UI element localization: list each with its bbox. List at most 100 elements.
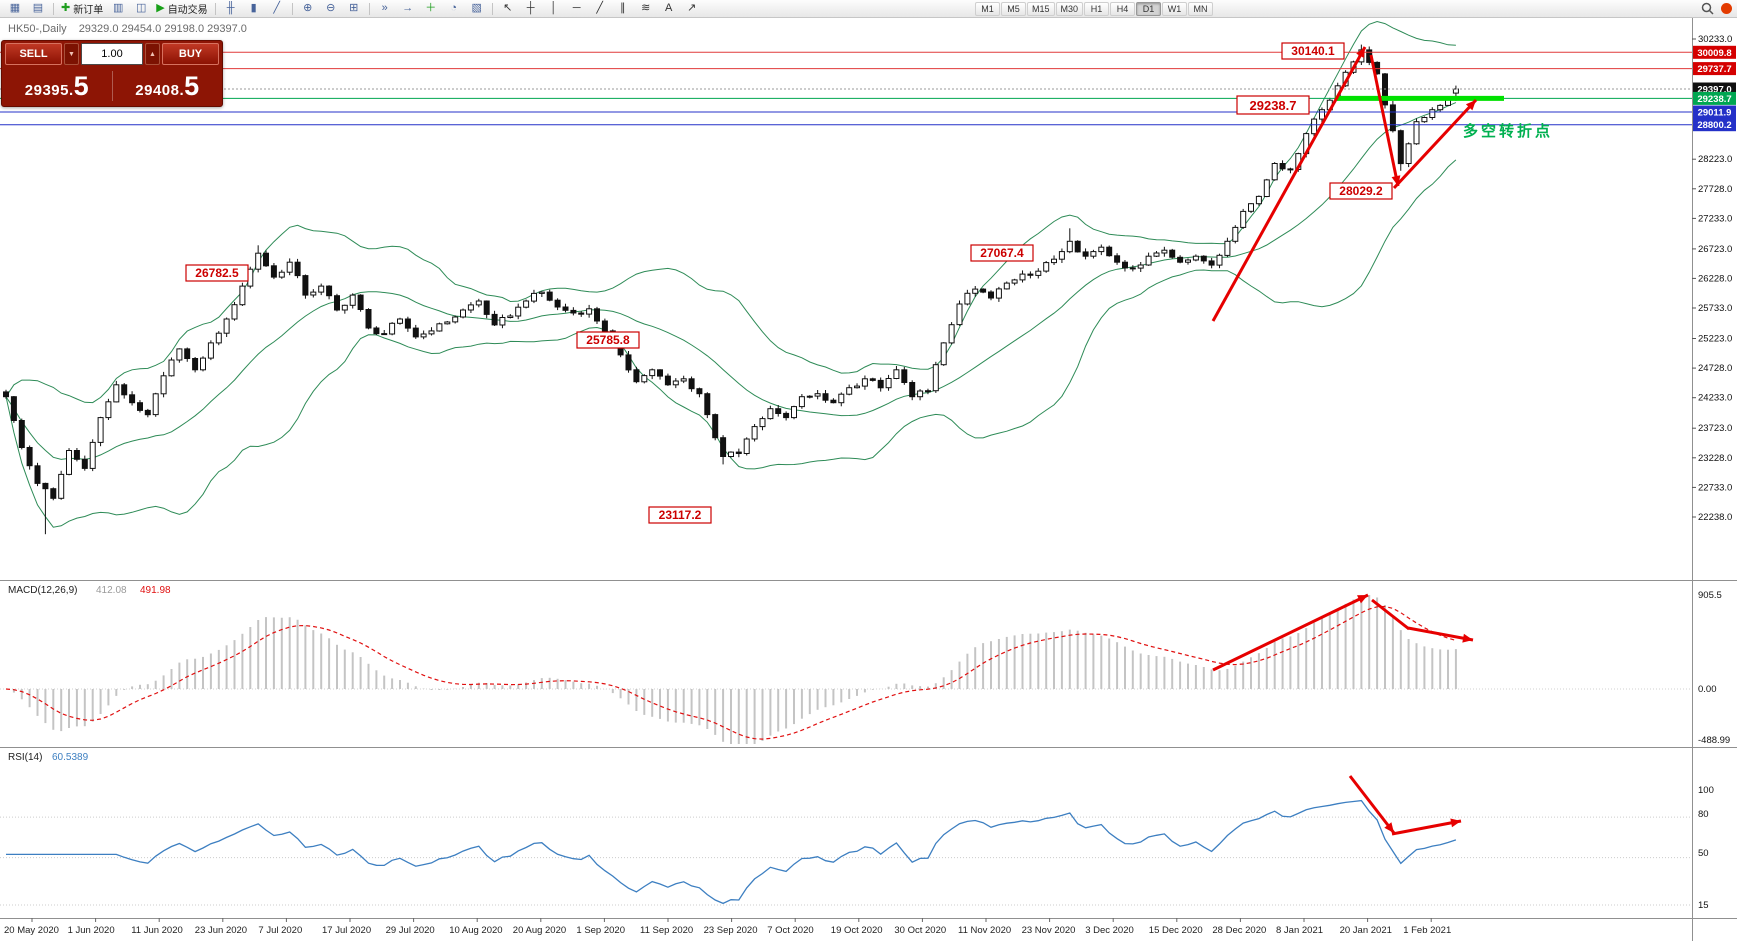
annotation-29238.7[interactable]: 29238.7: [1236, 95, 1310, 115]
text-icon[interactable]: A: [658, 0, 680, 17]
timeframe-button-m1[interactable]: M1: [975, 2, 1000, 16]
price-scale[interactable]: 30233.0 28223.0 27728.0 27233.0 26723.0 26228…: [1692, 34, 1736, 911]
arrows-icon-glyph: ↗: [687, 2, 697, 14]
svg-text:23 Jun 2020: 23 Jun 2020: [195, 925, 247, 936]
sell-price-main: 29395.: [24, 81, 74, 99]
arrows-icon[interactable]: ↗: [681, 0, 703, 17]
timeframe-button-h1[interactable]: H1: [1084, 2, 1110, 16]
annotation-27067.4[interactable]: 27067.4: [970, 244, 1034, 262]
annotation-23117.2[interactable]: 23117.2: [648, 506, 712, 524]
notification-badge[interactable]: [1721, 3, 1732, 14]
cursor-icon[interactable]: ↖: [497, 0, 519, 17]
volume-increase-button[interactable]: ▲: [145, 43, 160, 65]
svg-text:29 Jul 2020: 29 Jul 2020: [386, 925, 435, 936]
timeframe-button-m5[interactable]: M5: [1001, 2, 1026, 16]
svg-text:10 Aug 2020: 10 Aug 2020: [449, 925, 502, 936]
macd-value-main: 412.08: [96, 585, 127, 596]
channel-icon[interactable]: ∥: [612, 0, 634, 17]
periods-icon[interactable]: ◔: [443, 0, 465, 17]
panel-separators[interactable]: [0, 18, 1737, 941]
vertical-line-icon[interactable]: │: [543, 0, 565, 17]
price-chart[interactable]: 26782.5 25785.8 23117.2 27067.4 30140.1 29238…: [0, 18, 1737, 941]
zoom-out-icon[interactable]: ⊖: [320, 0, 342, 17]
timeframe-button-h4[interactable]: H4: [1110, 2, 1136, 16]
svg-text:23 Nov 2020: 23 Nov 2020: [1022, 925, 1076, 936]
svg-text:30233.0: 30233.0: [1698, 34, 1732, 45]
svg-text:20 Jan 2021: 20 Jan 2021: [1340, 925, 1392, 936]
buy-price[interactable]: 29408.5: [113, 72, 223, 100]
timeframe-button-m30[interactable]: M30: [1055, 2, 1084, 16]
indicators-icon[interactable]: ＋: [420, 0, 442, 17]
horizontal-levels[interactable]: [0, 51, 1692, 126]
annotation-25785.8[interactable]: 25785.8: [576, 331, 640, 349]
annotation-26782.5[interactable]: 26782.5: [185, 264, 249, 282]
svg-text:29737.7: 29737.7: [1697, 64, 1731, 75]
trend-arrows-rsi[interactable]: [1348, 775, 1462, 836]
annotation-28029.2[interactable]: 28029.2: [1329, 182, 1393, 200]
sell-button[interactable]: SELL: [5, 43, 62, 65]
trend-arrows-main[interactable]: [1211, 46, 1478, 322]
new-chart-icon[interactable]: ▦: [4, 0, 26, 17]
annotation-30140.1[interactable]: 30140.1: [1281, 42, 1345, 60]
market-watch-icon[interactable]: ▥: [107, 0, 129, 17]
timeframe-button-mn[interactable]: MN: [1188, 2, 1214, 16]
timeframe-button-m15[interactable]: M15: [1027, 2, 1055, 16]
tile-windows-icon[interactable]: ⊞: [343, 0, 365, 17]
sell-price-pips: 5: [73, 70, 89, 101]
svg-text:26228.0: 26228.0: [1698, 273, 1732, 284]
profiles-icon[interactable]: ▤: [27, 0, 49, 17]
svg-text:1 Feb 2021: 1 Feb 2021: [1403, 925, 1451, 936]
svg-text:1 Jun 2020: 1 Jun 2020: [68, 925, 115, 936]
bar-chart-icon[interactable]: ╫: [220, 0, 242, 17]
fibonacci-icon[interactable]: ≋: [635, 0, 657, 17]
bar-chart-icon-glyph: ╫: [226, 2, 235, 14]
templates-icon[interactable]: ▧: [466, 0, 488, 17]
new-order-button[interactable]: ✚ 新订单: [58, 0, 106, 17]
timeframe-button-d1[interactable]: D1: [1136, 2, 1162, 16]
svg-text:29238.7: 29238.7: [1697, 94, 1731, 105]
toolbar-separator: [491, 2, 493, 15]
auto-scroll-icon[interactable]: »: [374, 0, 396, 17]
svg-text:27233.0: 27233.0: [1698, 213, 1732, 224]
buy-button[interactable]: BUY: [162, 43, 219, 65]
svg-text:7 Jul 2020: 7 Jul 2020: [258, 925, 302, 936]
price-annotations[interactable]: 26782.5 25785.8 23117.2 27067.4 30140.1 29238…: [185, 42, 1393, 524]
chart-shift-icon[interactable]: →: [397, 0, 419, 17]
horizontal-line-icon[interactable]: ─: [566, 0, 588, 17]
volume-decrease-button[interactable]: ▼: [64, 43, 79, 65]
rsi-panel: [0, 799, 1692, 906]
trend-arrows-macd[interactable]: [1212, 593, 1474, 672]
svg-text:30140.1: 30140.1: [1291, 44, 1335, 58]
svg-text:23228.0: 23228.0: [1698, 453, 1732, 464]
svg-text:28029.2: 28029.2: [1339, 184, 1383, 198]
candlestick-chart-icon[interactable]: ▮: [243, 0, 265, 17]
toolbar-separator: [368, 2, 370, 15]
trendline-icon[interactable]: ╱: [589, 0, 611, 17]
main-toolbar: ▦ ▤ ✚ 新订单 ▥ ◫ ▶ 自动交易 ╫ ▮ ╱ ⊕ ⊖ ⊞ » → ＋ ◔ ▧ ↖ ┼ │ ─ ╱ ∥ ≋ A ↗ M1 M5 M1…: [0, 0, 1737, 18]
svg-text:11 Nov 2020: 11 Nov 2020: [958, 925, 1011, 936]
timeframe-button-w1[interactable]: W1: [1162, 2, 1188, 16]
svg-text:11 Sep 2020: 11 Sep 2020: [640, 925, 693, 936]
crosshair-icon[interactable]: ┼: [520, 0, 542, 17]
svg-text:30009.8: 30009.8: [1697, 48, 1731, 59]
note-annotation[interactable]: 多空转折点: [1463, 122, 1553, 140]
line-chart-icon-glyph: ╱: [273, 2, 280, 14]
line-chart-icon[interactable]: ╱: [266, 0, 288, 17]
crosshair-icon-glyph: ┼: [526, 2, 535, 14]
horizontal-line-icon-glyph: ─: [572, 2, 581, 14]
autotrade-button[interactable]: ▶ 自动交易: [153, 0, 210, 17]
zoom-in-icon[interactable]: ⊕: [297, 0, 319, 17]
sell-price[interactable]: 29395.5: [2, 70, 112, 101]
svg-text:29238.7: 29238.7: [1250, 98, 1297, 113]
svg-text:23723.0: 23723.0: [1698, 423, 1732, 434]
svg-text:30 Oct 2020: 30 Oct 2020: [894, 925, 946, 936]
price-scale-box-28800.2: 28800.2: [1693, 118, 1736, 132]
search-icon[interactable]: [1701, 2, 1714, 15]
volume-input[interactable]: [81, 43, 143, 65]
toolbar-separator: [53, 2, 54, 15]
date-axis[interactable]: 20 May 2020 1 Jun 2020 11 Jun 2020 23 Jun 2…: [4, 918, 1451, 936]
market-watch-icon-glyph: ▥: [113, 2, 124, 14]
svg-text:20 May 2020: 20 May 2020: [4, 925, 59, 936]
navigator-icon[interactable]: ◫: [130, 0, 152, 17]
svg-text:22733.0: 22733.0: [1698, 482, 1732, 493]
